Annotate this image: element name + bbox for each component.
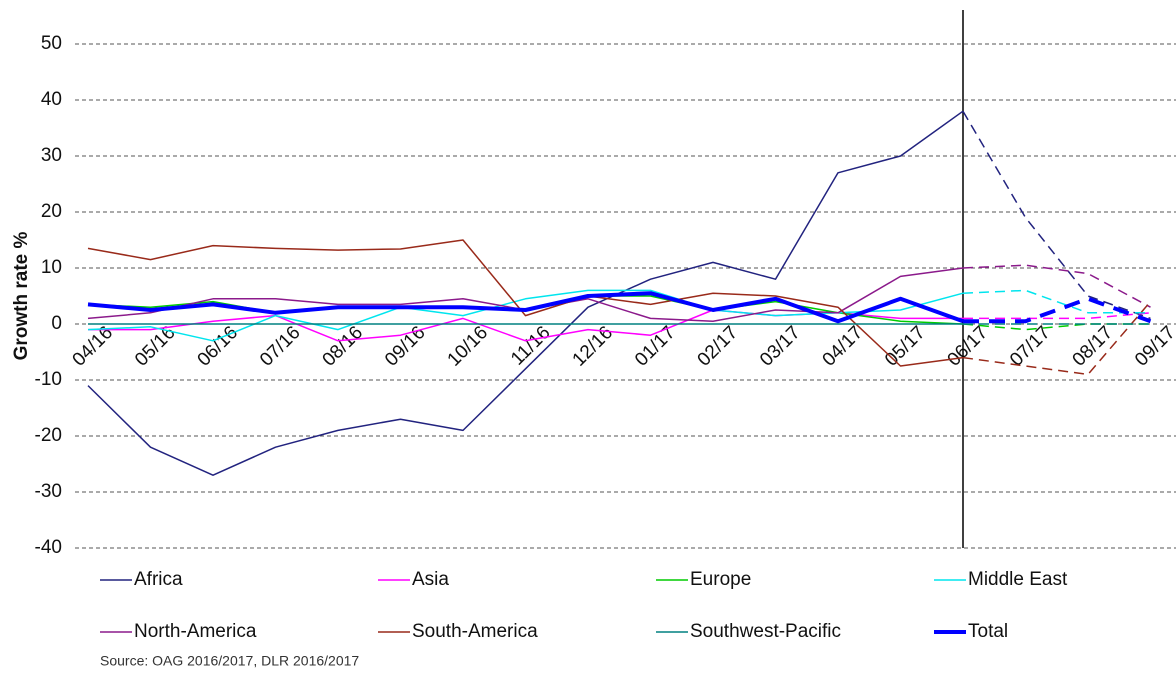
y-tick-label: 40 xyxy=(41,89,62,110)
x-tick-label: 06/16 xyxy=(194,322,242,370)
source-note: Source: OAG 2016/2017, DLR 2016/2017 xyxy=(100,653,359,669)
legend-label: Middle East xyxy=(968,569,1068,590)
x-tick-label: 08/16 xyxy=(319,322,367,370)
x-tick-label: 09/17 xyxy=(1131,322,1176,370)
forecast-line xyxy=(963,312,1151,320)
y-tick-label: 30 xyxy=(41,145,62,166)
legend-label: North-America xyxy=(134,621,257,642)
x-tick-label: 08/17 xyxy=(1069,322,1117,370)
legend-label: Europe xyxy=(690,569,751,590)
x-tick-label: 07/16 xyxy=(256,322,304,370)
x-tick-label: 10/16 xyxy=(444,322,492,370)
y-tick-label: -20 xyxy=(35,425,62,446)
forecast-line xyxy=(962,264,1151,308)
legend-label: Total xyxy=(968,621,1008,642)
forecast-line xyxy=(962,289,1151,314)
series-line xyxy=(87,110,964,476)
y-tick-label: -30 xyxy=(35,481,62,502)
forecast-line xyxy=(962,110,1151,320)
forecast-line xyxy=(962,323,1151,331)
legend-label: Asia xyxy=(412,569,449,590)
x-tick-label: 02/17 xyxy=(694,322,742,370)
y-axis-label: Growth rate % xyxy=(11,232,32,361)
series-line xyxy=(87,267,964,322)
forecast-line xyxy=(963,296,1152,324)
y-tick-label: 50 xyxy=(41,33,62,54)
series-line xyxy=(87,291,964,324)
x-tick-label: 03/17 xyxy=(756,322,804,370)
x-tick-label: 06/17 xyxy=(944,322,992,370)
y-tick-label: -10 xyxy=(35,369,62,390)
y-tick-label: 0 xyxy=(51,313,62,334)
legend-label: Southwest-Pacific xyxy=(690,621,841,642)
x-tick-label: 04/17 xyxy=(819,322,867,370)
series-line xyxy=(87,239,964,367)
y-tick-label: 10 xyxy=(41,257,62,278)
y-tick-label: 20 xyxy=(41,201,62,222)
legend-label: South-America xyxy=(412,621,538,642)
y-tick-label: -40 xyxy=(35,537,62,558)
legend-label: Africa xyxy=(134,569,183,590)
x-tick-label: 01/17 xyxy=(631,322,679,370)
